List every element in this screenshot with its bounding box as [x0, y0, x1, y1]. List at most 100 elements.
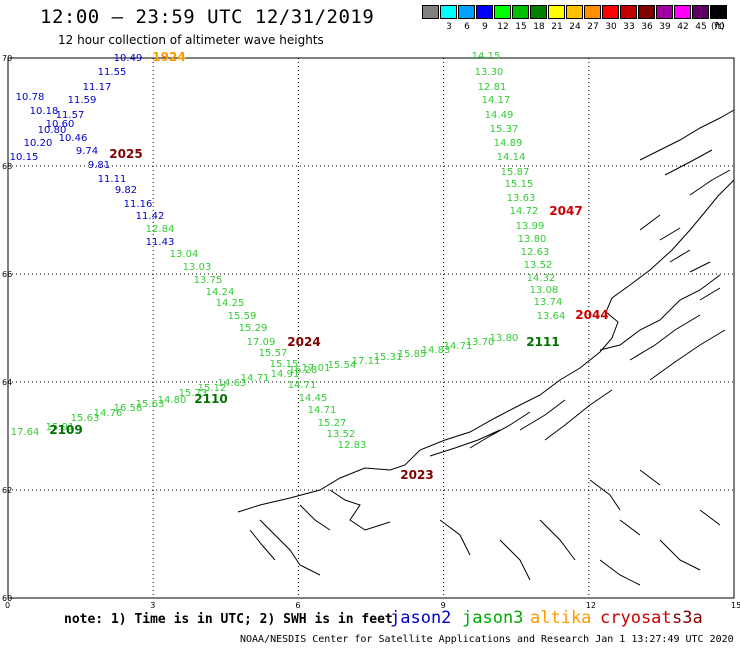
wave-height-value: 13.52 [327, 429, 356, 440]
lon-tick-label: 15 [731, 601, 740, 610]
wave-height-value: 15.15 [270, 359, 299, 370]
wave-height-value: 10.15 [10, 152, 39, 163]
wave-height-value: 12.83 [338, 440, 367, 451]
legend-swatch [548, 5, 565, 19]
coastline [237, 109, 735, 586]
wave-height-value: 14.17 [482, 95, 511, 106]
legend-label: 30 [605, 22, 617, 32]
wave-height-value: 10.46 [59, 133, 88, 144]
wave-height-value: 15.63 [136, 399, 165, 410]
wave-height-value: 16.58 [114, 403, 143, 414]
grid-lines [8, 58, 734, 598]
legend-swatch [674, 5, 691, 19]
legend-swatch [422, 5, 439, 19]
satellite-name: s3a [672, 608, 703, 628]
legend-swatch [476, 5, 493, 19]
wave-height-value: 15.15 [505, 179, 534, 190]
pass-time-label: 2111 [526, 335, 559, 349]
wave-height-value: 14.91 [271, 369, 300, 380]
wave-height-value: 10.80 [38, 125, 67, 136]
wave-height-value: 14.24 [206, 287, 235, 298]
wave-height-value: 15.29 [239, 323, 268, 334]
wave-height-value: 10.49 [114, 53, 143, 64]
wave-height-value: 11.57 [56, 110, 85, 121]
wave-height-value: 15.54 [328, 360, 357, 371]
lat-tick-label: 60 [2, 594, 12, 603]
wave-height-value: 10.18 [30, 106, 59, 117]
legend-label: 9 [482, 22, 488, 32]
legend-label: 42 [677, 22, 689, 32]
legend-label: 3 [446, 22, 452, 32]
wave-height-value: 14.32 [527, 273, 556, 284]
pass-time-label: 2109 [49, 423, 82, 437]
wave-height-value: 14.15 [472, 51, 501, 62]
pass-time-label: 2025 [109, 147, 142, 161]
legend-swatch [512, 5, 529, 19]
wave-height-value: 13.99 [516, 221, 545, 232]
wave-height-value: 14.25 [216, 298, 245, 309]
wave-height-value: 13.80 [490, 333, 519, 344]
altimeter-tracks: 10.49 11.55 11.17 10.78 10.18 11.59 11.5710.60… [10, 50, 609, 482]
satellite-name: jason3 [462, 608, 524, 628]
legend-label: 33 [623, 22, 635, 32]
wave-height-value: 14.80 [158, 395, 187, 406]
wave-height-value: 17.64 [11, 427, 40, 438]
wave-height-value: 13.52 [524, 260, 553, 271]
color-legend: 3 6 9 12 15 18 21 24 27 30 33 36 39 42 45 70 [422, 5, 728, 35]
wave-height-value: 17.01 [302, 363, 331, 374]
wave-height-value: 15.63 [71, 413, 100, 424]
wave-height-value: 9.82 [115, 185, 137, 196]
legend-label: 12 [497, 22, 509, 32]
wave-height-value: 15.91 [46, 422, 75, 433]
wave-height-value: 13.08 [530, 285, 559, 296]
footer-note: note: 1) Time is in UTC; 2) SWH is in fe… [64, 612, 393, 627]
wave-height-value: 14.71 [444, 341, 473, 352]
lon-tick-label: 12 [586, 601, 596, 610]
wave-height-value: 13.70 [466, 337, 495, 348]
wave-height-value: 14.71 [241, 373, 270, 384]
lat-tick-label: 66 [2, 270, 12, 279]
wave-height-value: 9.74 [76, 146, 98, 157]
wave-height-value: 10.78 [16, 92, 45, 103]
wave-height-value: 10.20 [24, 138, 53, 149]
wave-height-value: 11.55 [98, 67, 127, 78]
wave-height-value: 15.57 [259, 348, 288, 359]
wave-height-value: 13.74 [534, 297, 563, 308]
wave-height-value: 17.09 [247, 337, 276, 348]
legend-label: 21 [551, 22, 563, 32]
wave-height-value: 14.71 [308, 405, 337, 416]
lon-tick-label: 9 [441, 601, 446, 610]
lat-tick-label: 62 [2, 486, 12, 495]
axis-labels: 70 68 66 64 62 600 3 6 9 12 15 [2, 54, 740, 610]
wave-height-value: 15.73 [179, 388, 208, 399]
satellite-name: altika [530, 608, 592, 628]
wave-height-value: 11.43 [146, 237, 175, 248]
wave-height-value: 17.11 [352, 356, 381, 367]
lat-tick-label: 70 [2, 54, 12, 63]
wave-height-value: 15.31 [374, 352, 403, 363]
legend-swatch [656, 5, 673, 19]
wave-height-value: 13.63 [507, 193, 536, 204]
pass-time-label: 2023 [400, 468, 433, 482]
wave-height-value: 11.11 [98, 174, 127, 185]
legend-label: 36 [641, 22, 653, 32]
page-title: 12:00 — 23:59 UTC 12/31/2019 [40, 6, 375, 28]
pass-time-label: 2044 [575, 308, 608, 322]
wave-height-value: 15.87 [501, 167, 530, 178]
legend-label: 39 [659, 22, 671, 32]
legend-label: 24 [569, 22, 581, 32]
wave-height-value: 15.27 [318, 418, 347, 429]
wave-height-value: 12.63 [521, 247, 550, 258]
pass-time-label: 2047 [549, 204, 582, 218]
wave-height-value: 11.42 [136, 211, 165, 222]
wave-height-value: 13.30 [475, 67, 504, 78]
wave-height-value: 14.63 [218, 378, 247, 389]
wave-height-value: 14.76 [94, 408, 123, 419]
legend-label: 18 [533, 22, 545, 32]
wave-height-value: 14.45 [299, 393, 328, 404]
legend-swatch [530, 5, 547, 19]
pass-time-label: 2024 [287, 335, 320, 349]
lon-tick-label: 3 [150, 601, 155, 610]
wave-height-value: 14.71 [288, 380, 317, 391]
wave-height-value: 13.64 [537, 311, 566, 322]
